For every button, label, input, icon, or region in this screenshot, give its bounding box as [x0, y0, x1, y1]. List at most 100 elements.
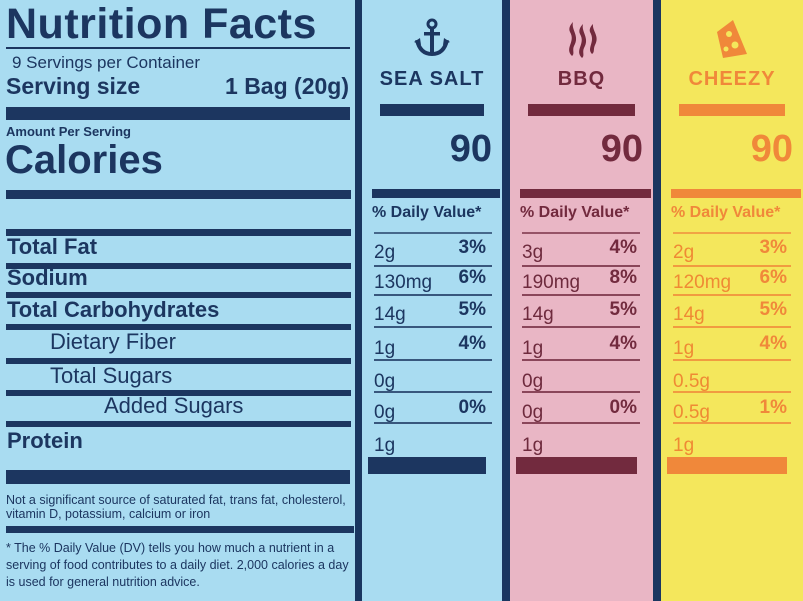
nutrient-amount: 14g	[673, 304, 705, 325]
calories-label: Calories	[5, 138, 163, 182]
flavor-name: BBQ	[557, 68, 606, 90]
nutrient-amount: 0g	[522, 402, 544, 423]
thick-divider	[6, 190, 351, 199]
nutrient-label: Sodium	[7, 265, 88, 290]
nutrient-amount: 14g	[522, 304, 554, 325]
divider-line	[673, 294, 791, 296]
divider-line	[673, 326, 791, 328]
divider-line	[673, 359, 791, 361]
amount-per-serving: Amount Per Serving	[6, 124, 131, 139]
nutrient-amount: 1g	[522, 435, 544, 456]
daily-value-percent: 3%	[759, 237, 787, 258]
not-significant-note: Not a significant source of saturated fa…	[6, 493, 346, 521]
daily-value-header: % Daily Value*	[520, 204, 630, 221]
nutrient-amount: 120mg	[673, 272, 732, 293]
daily-value-header: % Daily Value*	[671, 204, 781, 221]
label-title: Nutrition Facts	[6, 0, 317, 48]
divider-line	[6, 229, 351, 236]
daily-value-percent: 0%	[458, 397, 486, 418]
thick-divider	[671, 189, 801, 198]
flavor-name: SEA SALT	[379, 68, 485, 90]
divider-line	[374, 294, 492, 296]
calories-value: 90	[750, 128, 793, 170]
nutrient-label: Total Sugars	[50, 363, 173, 388]
divider-line	[522, 326, 640, 328]
daily-value-percent: 4%	[458, 333, 486, 354]
divider-line	[522, 391, 640, 393]
nutrient-label: Total Fat	[7, 234, 98, 259]
smoke-icon	[562, 18, 602, 65]
divider-line	[673, 265, 791, 267]
divider-line	[673, 232, 791, 234]
nutrient-amount: 1g	[673, 338, 695, 359]
cheese-icon	[715, 18, 749, 65]
nutrient-amount: 0.5g	[673, 371, 710, 392]
calories-value: 90	[449, 128, 492, 170]
divider-line	[6, 390, 351, 396]
nutrient-amount: 2g	[673, 242, 695, 263]
daily-value-header: % Daily Value*	[372, 204, 482, 221]
divider-line	[522, 422, 640, 424]
nutrient-amount: 0g	[522, 371, 544, 392]
thick-divider	[368, 457, 486, 474]
nutrient-label: Total Carbohydrates	[7, 297, 220, 322]
dv-footnote: * The % Daily Value (DV) tells you how m…	[6, 541, 349, 589]
divider-line	[6, 263, 351, 269]
nutrient-amount: 1g	[374, 338, 396, 359]
nutrient-amount: 3g	[522, 242, 544, 263]
daily-value-percent: 5%	[609, 299, 637, 320]
divider-line	[6, 358, 351, 364]
daily-value-percent: 1%	[759, 397, 787, 418]
daily-value-percent: 4%	[609, 333, 637, 354]
daily-value-percent: 6%	[458, 267, 486, 288]
divider-line	[374, 359, 492, 361]
thick-divider	[380, 104, 484, 116]
nutrient-amount: 1g	[374, 435, 396, 456]
thick-divider	[372, 189, 500, 198]
nutrient-amount: 0g	[374, 402, 396, 423]
nutrient-label: Dietary Fiber	[50, 329, 176, 354]
divider-line	[522, 294, 640, 296]
nutrient-amount: 1g	[673, 435, 695, 456]
servings-per-container: 9 Servings per Container	[12, 53, 201, 72]
calories-value: 90	[600, 128, 643, 170]
divider-line	[374, 422, 492, 424]
nutrient-amount: 190mg	[522, 272, 581, 293]
divider-line	[374, 265, 492, 267]
thick-divider	[528, 104, 635, 116]
nutrient-amount: 130mg	[374, 272, 433, 293]
divider-line	[6, 292, 351, 298]
serving-size-value: 1 Bag (20g)	[225, 73, 349, 99]
nutrition-label-panel: Nutrition Facts 9 Servings per Container…	[0, 0, 355, 601]
divider-line	[374, 232, 492, 234]
divider-line	[374, 326, 492, 328]
daily-value-percent: 8%	[609, 267, 637, 288]
column-divider	[355, 0, 362, 601]
divider-line	[522, 232, 640, 234]
thick-divider	[6, 107, 350, 120]
divider-line	[673, 422, 791, 424]
anchor-icon	[412, 18, 452, 63]
daily-value-percent: 4%	[759, 333, 787, 354]
thick-divider	[6, 470, 350, 484]
divider-line	[673, 391, 791, 393]
nutrient-amount: 14g	[374, 304, 406, 325]
column-divider	[502, 0, 510, 601]
daily-value-percent: 3%	[458, 237, 486, 258]
nutrient-amount: 2g	[374, 242, 396, 263]
daily-value-percent: 6%	[759, 267, 787, 288]
column-divider	[653, 0, 661, 601]
daily-value-percent: 0%	[609, 397, 637, 418]
thick-divider	[667, 457, 787, 474]
flavor-name: CHEEZY	[688, 68, 776, 90]
divider-line	[374, 391, 492, 393]
nutrient-amount: 0.5g	[673, 402, 710, 423]
divider-line	[6, 526, 354, 533]
thick-divider	[520, 189, 651, 198]
nutrient-amount: 1g	[522, 338, 544, 359]
divider-line	[6, 421, 351, 427]
nutrient-label: Protein	[7, 428, 83, 453]
nutrient-label: Added Sugars	[104, 393, 244, 418]
divider-line	[6, 47, 350, 49]
flavor-column-cheezy: CHEEZY 90 % Daily Value* 2g 3% 120mg 6% 14g 5…	[661, 0, 803, 601]
